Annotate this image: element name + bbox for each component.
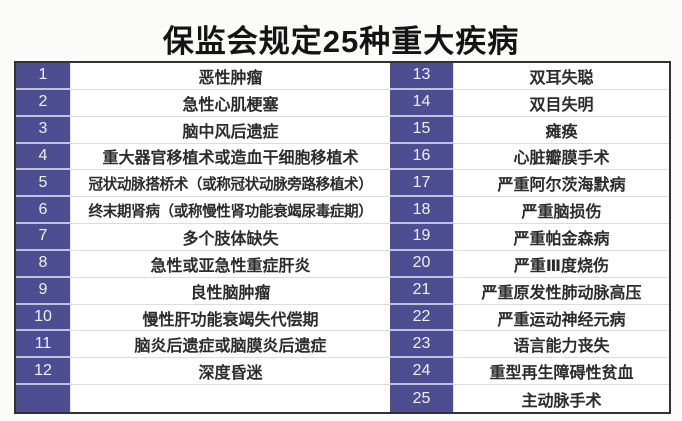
- disease-name-cell: 急性或亚急性重症肝炎: [71, 251, 390, 278]
- disease-name-cell: 严重原发性肺动脉高压: [454, 278, 669, 305]
- row-number-cell: 23: [390, 331, 454, 359]
- disease-name-cell: 严重运动神经元病: [454, 305, 669, 332]
- disease-name-cell: 严重阿尔茨海默病: [454, 170, 669, 198]
- row-number-cell: 8: [16, 250, 71, 278]
- row-number-cell: 7: [16, 224, 71, 251]
- row-number-cell: 15: [390, 116, 454, 144]
- row-number-cell: 2: [16, 89, 71, 117]
- row-number-cell: 16: [390, 143, 454, 171]
- row-number-cell: 1: [16, 63, 71, 90]
- disease-name-cell: 瘫痪: [454, 117, 669, 144]
- disease-name-cell: 深度昏迷: [71, 358, 390, 386]
- disease-name-cell: 恶性肿瘤: [71, 63, 390, 90]
- row-number-cell: 24: [390, 358, 454, 386]
- row-number-cell: 5: [16, 170, 71, 198]
- disease-name-cell: 重大器官移植术或造血干细胞移植术: [71, 144, 390, 171]
- row-number-cell: [16, 385, 71, 412]
- row-number-cell: 20: [390, 250, 454, 278]
- disease-table: 1 恶性肿瘤 13 双耳失聪 2 急性心肌梗塞 14 双目失明 3 脑中风后遗症…: [14, 61, 671, 414]
- row-number-cell: 6: [16, 197, 71, 225]
- disease-name-cell: 终末期肾病（或称慢性肾功能衰竭尿毒症期）: [71, 197, 390, 225]
- disease-name-cell: 冠状动脉搭桥术（或称冠状动脉旁路移植术）: [71, 170, 390, 198]
- row-number-cell: 9: [16, 277, 71, 305]
- row-number-cell: 10: [16, 304, 71, 332]
- disease-name-cell: 脑炎后遗症或脑膜炎后遗症: [71, 331, 390, 359]
- row-number-cell: 4: [16, 143, 71, 171]
- disease-name-cell: 主动脉手术: [521, 392, 602, 410]
- row-number-cell: 19: [390, 224, 454, 251]
- row-number-cell: 22: [390, 304, 454, 332]
- row-number-cell: 11: [16, 331, 71, 359]
- disease-name-cell: 严重脑损伤: [454, 197, 669, 225]
- disease-name-cell: 良性脑肿瘤: [71, 278, 390, 305]
- row-number-cell: 3: [16, 116, 71, 144]
- disease-name-cell: 多个肢体缺失: [71, 224, 390, 251]
- row-number-cell: 25: [390, 385, 454, 412]
- row-number-cell: 12: [16, 358, 71, 386]
- disease-name-cell: 严重帕金森病: [454, 224, 669, 251]
- page-title: 保监会规定25种重大疾病: [162, 24, 520, 59]
- disease-name-cell: 脑中风后遗症: [71, 117, 390, 144]
- row-number-cell: 17: [390, 170, 454, 198]
- row-number-cell: 18: [390, 197, 454, 225]
- disease-name-cell: 语言能力丧失: [454, 331, 669, 359]
- disease-name-cell: 重型再生障碍性贫血: [454, 358, 669, 386]
- disease-name-cell: 严重Ⅲ度烧伤: [454, 251, 669, 278]
- disease-name-cell: 慢性肝功能衰竭失代偿期: [71, 305, 390, 332]
- row-number-cell: 14: [390, 89, 454, 117]
- disease-name-cell: 急性心肌梗塞: [71, 90, 390, 117]
- row-number-cell: 21: [390, 277, 454, 305]
- disease-name-cell: 双目失明: [454, 90, 669, 117]
- disease-name-cell: 心脏瓣膜手术: [454, 144, 669, 171]
- disease-name-cell: [71, 385, 390, 412]
- disease-name-cell: 双耳失聪: [454, 63, 669, 90]
- row-number-cell: 13: [390, 63, 454, 90]
